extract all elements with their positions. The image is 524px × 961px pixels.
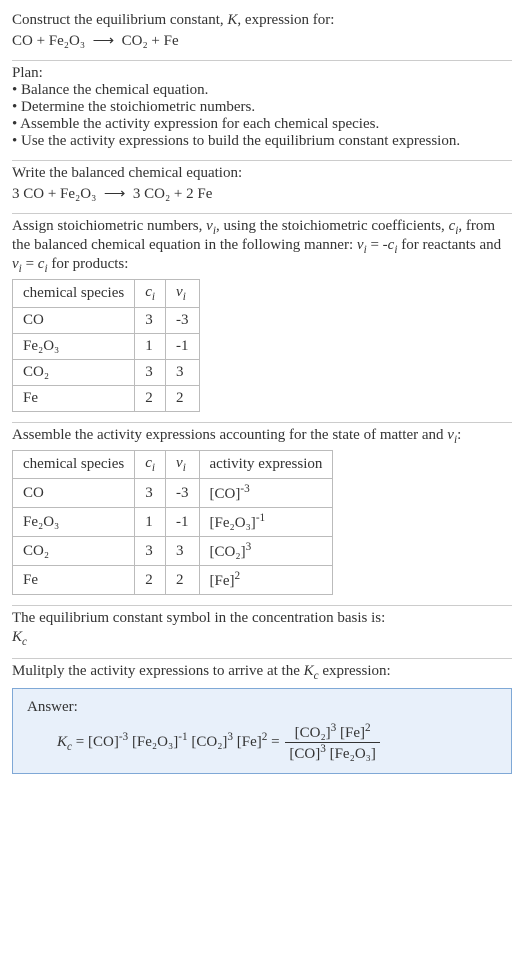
balanced-equation: 3 CO + Fe₂O₃ ⟶ 3 CO₂ + 2 Fe [12, 184, 512, 203]
kc-symbol-section: The equilibrium constant symbol in the c… [12, 606, 512, 658]
cell-expr: [Fe₂O₃]-1 [199, 508, 333, 537]
intro-equation: CO + Fe₂O₃ ⟶ CO₂ + Fe [12, 31, 512, 50]
table-row: Fe₂O₃ 1 -1 [Fe₂O₃]-1 [13, 508, 333, 537]
cell-vi: -3 [166, 308, 200, 334]
intro-line: Construct the equilibrium constant, K, e… [12, 12, 334, 28]
stoich-text: Assign stoichiometric numbers, νi, using… [12, 218, 512, 275]
table-row: CO₂ 3 3 [13, 360, 200, 386]
cell-species: Fe₂O₃ [13, 334, 135, 360]
intro-section: Construct the equilibrium constant, K, e… [12, 8, 512, 60]
plan-title: Plan: [12, 65, 512, 82]
answer-label: Answer: [27, 699, 497, 716]
table-row: Fe 2 2 [13, 386, 200, 412]
col-species: chemical species [13, 451, 135, 479]
col-vi: νi [166, 280, 200, 308]
stoich-table: chemical species ci νi CO 3 -3 Fe₂O₃ 1 -… [12, 279, 200, 412]
cell-species: Fe₂O₃ [13, 508, 135, 537]
answer-equation: Kc = [CO]-3 [Fe₂O₃]-1 [CO₂]3 [Fe]2 = [CO… [27, 722, 497, 763]
stoich-section: Assign stoichiometric numbers, νi, using… [12, 214, 512, 422]
table-row: CO 3 -3 [CO]-3 [13, 479, 333, 508]
multiply-section: Mulitply the activity expressions to arr… [12, 659, 512, 784]
cell-ci: 1 [135, 508, 166, 537]
cell-species: CO₂ [13, 360, 135, 386]
cell-vi: 3 [166, 360, 200, 386]
cell-ci: 2 [135, 566, 166, 595]
intro-lhs: CO + Fe₂O₃ [12, 33, 85, 49]
kc-symbol: Kc [12, 629, 512, 648]
cell-expr: [CO]-3 [199, 479, 333, 508]
plan-section: Plan: • Balance the chemical equation. •… [12, 61, 512, 160]
activity-section: Assemble the activity expressions accoun… [12, 423, 512, 605]
answer-box: Answer: Kc = [CO]-3 [Fe₂O₃]-1 [CO₂]3 [Fe… [12, 688, 512, 774]
cell-ci: 3 [135, 479, 166, 508]
cell-ci: 3 [135, 308, 166, 334]
plan-item: • Use the activity expressions to build … [12, 133, 512, 150]
table-row: CO 3 -3 [13, 308, 200, 334]
cell-vi: 2 [166, 386, 200, 412]
intro-rhs: CO₂ + Fe [122, 33, 179, 49]
plan-item: • Determine the stoichiometric numbers. [12, 99, 512, 116]
col-ci: ci [135, 280, 166, 308]
activity-title: Assemble the activity expressions accoun… [12, 427, 512, 446]
cell-ci: 3 [135, 537, 166, 566]
table-row: Fe 2 2 [Fe]2 [13, 566, 333, 595]
cell-vi: -3 [166, 479, 200, 508]
col-vi: νi [166, 451, 200, 479]
cell-vi: 2 [166, 566, 200, 595]
multiply-title: Mulitply the activity expressions to arr… [12, 663, 512, 682]
balanced-section: Write the balanced chemical equation: 3 … [12, 161, 512, 213]
cell-vi: -1 [166, 334, 200, 360]
cell-ci: 3 [135, 360, 166, 386]
plan-item: • Assemble the activity expression for e… [12, 116, 512, 133]
balanced-title: Write the balanced chemical equation: [12, 165, 512, 182]
cell-species: CO [13, 479, 135, 508]
cell-species: Fe [13, 566, 135, 595]
activity-table: chemical species ci νi activity expressi… [12, 450, 333, 595]
table-header-row: chemical species ci νi [13, 280, 200, 308]
plan-item: • Balance the chemical equation. [12, 82, 512, 99]
table-row: CO₂ 3 3 [CO₂]3 [13, 537, 333, 566]
cell-ci: 2 [135, 386, 166, 412]
cell-ci: 1 [135, 334, 166, 360]
balanced-rhs: 3 CO₂ + 2 Fe [133, 186, 213, 202]
col-expr: activity expression [199, 451, 333, 479]
cell-expr: [CO₂]3 [199, 537, 333, 566]
table-header-row: chemical species ci νi activity expressi… [13, 451, 333, 479]
col-ci: ci [135, 451, 166, 479]
cell-expr: [Fe]2 [199, 566, 333, 595]
cell-vi: -1 [166, 508, 200, 537]
cell-species: CO₂ [13, 537, 135, 566]
balanced-lhs: 3 CO + Fe₂O₃ [12, 186, 96, 202]
cell-species: Fe [13, 386, 135, 412]
cell-vi: 3 [166, 537, 200, 566]
table-row: Fe₂O₃ 1 -1 [13, 334, 200, 360]
cell-species: CO [13, 308, 135, 334]
kc-symbol-line: The equilibrium constant symbol in the c… [12, 610, 512, 627]
col-species: chemical species [13, 280, 135, 308]
